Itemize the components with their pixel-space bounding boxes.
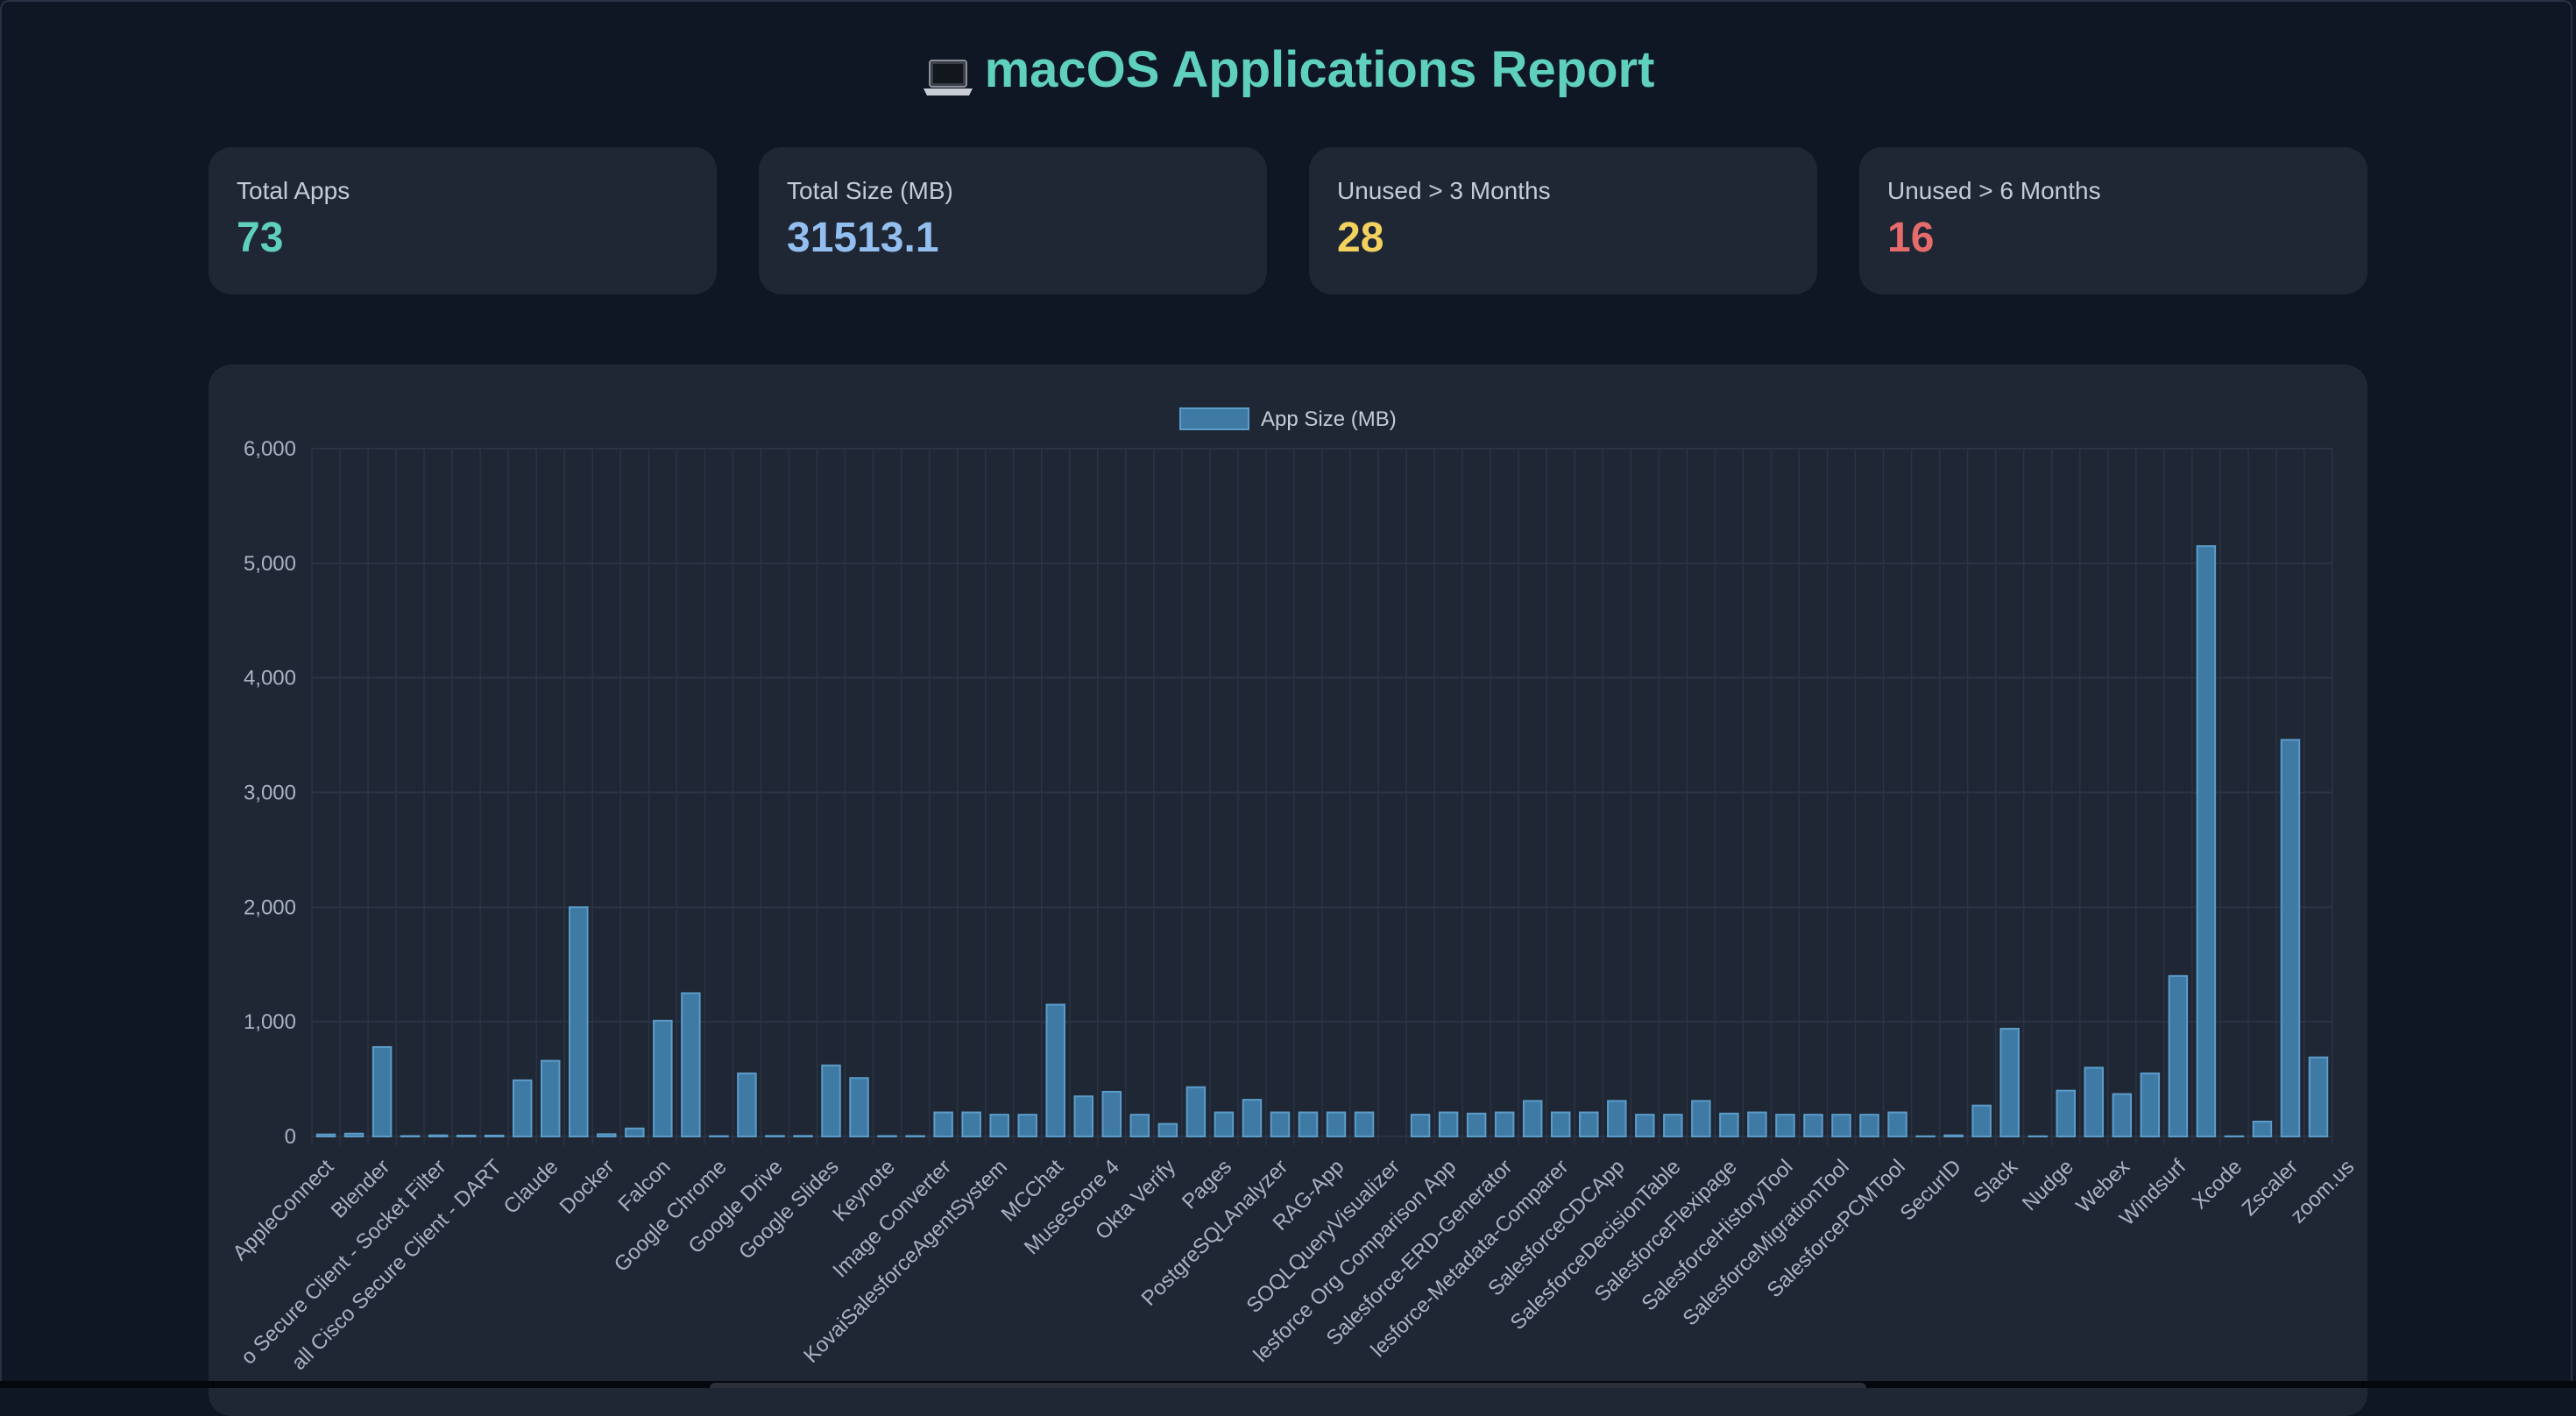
x-tick-label: SecurID: [1895, 1155, 1965, 1225]
stat-value: 16: [1887, 214, 2339, 262]
stat-label: Total Apps: [237, 177, 689, 205]
bar: [1748, 1113, 1766, 1136]
bar: [1832, 1115, 1850, 1136]
bar: [1412, 1115, 1429, 1136]
stat-card-unused-3-months: Unused > 3 Months 28: [1309, 147, 1817, 294]
page-title: macOS Applications Report: [0, 40, 2576, 99]
bar: [2169, 976, 2187, 1136]
bar: [1860, 1115, 1878, 1136]
y-tick-label: 3,000: [244, 782, 296, 805]
y-tick-label: 4,000: [244, 667, 296, 690]
bar: [1187, 1087, 1205, 1136]
bar: [2197, 546, 2215, 1136]
y-tick-label: 2,000: [244, 896, 296, 919]
bar: [1327, 1113, 1345, 1136]
stats-row: Total Apps 73 Total Size (MB) 31513.1 Un…: [209, 147, 2367, 294]
y-tick-label: 6,000: [244, 437, 296, 461]
stat-value: 28: [1337, 214, 1789, 262]
bar: [1608, 1101, 1625, 1136]
bar: [1103, 1092, 1121, 1136]
x-tick-label: Nudge: [2018, 1155, 2078, 1215]
x-tick-label: Google Slides: [734, 1155, 844, 1264]
bar: [570, 907, 587, 1136]
stat-value: 73: [237, 214, 689, 262]
bar: [1131, 1115, 1149, 1136]
bar: [1440, 1113, 1457, 1136]
bar: [626, 1129, 643, 1136]
stat-value: 31513.1: [787, 214, 1239, 262]
x-tick-label: Docker: [556, 1155, 619, 1219]
x-tick-label: KovaiSalesforceAgentSystem: [799, 1155, 1012, 1368]
y-tick-label: 5,000: [244, 552, 296, 576]
app-size-chart: App Size (MB) 0 1,000 2,000 3,000 4,000 5,000 6…: [209, 365, 2367, 1388]
bar: [1046, 1005, 1064, 1136]
bar: [682, 993, 699, 1136]
legend-swatch: [1180, 408, 1249, 429]
x-tick-label: AppleConnect: [229, 1155, 339, 1265]
bar: [850, 1078, 867, 1136]
bar: [738, 1073, 755, 1136]
x-tick-label: Slack: [1969, 1154, 2022, 1207]
bar: [990, 1115, 1008, 1136]
page-title-text: macOS Applications Report: [985, 40, 1655, 99]
bar: [598, 1134, 615, 1136]
stat-card-unused-6-months: Unused > 6 Months 16: [1859, 147, 2367, 294]
bar: [2113, 1094, 2131, 1136]
y-tick-label: 0: [285, 1125, 296, 1149]
bar: [962, 1113, 980, 1136]
bar: [2056, 1091, 2074, 1136]
bar: [1075, 1096, 1093, 1136]
bar: [1159, 1124, 1177, 1136]
bar: [1496, 1113, 1513, 1136]
stat-label: Unused > 3 Months: [1337, 177, 1789, 205]
bar: [1776, 1115, 1794, 1136]
bar: [2085, 1068, 2103, 1137]
bar: [1720, 1114, 1737, 1136]
bar: [1299, 1113, 1317, 1136]
bar: [2000, 1029, 2018, 1136]
x-tick-label: lesforce Org Comparison App: [1249, 1155, 1461, 1367]
bar: [934, 1113, 952, 1136]
stat-label: Total Size (MB): [787, 177, 1239, 205]
bar: [822, 1066, 839, 1136]
bar: [1355, 1113, 1373, 1136]
bottom-handle: [710, 1383, 1866, 1388]
bar: [541, 1061, 559, 1136]
bar: [317, 1135, 335, 1136]
bar: [2141, 1073, 2159, 1136]
bar: [2310, 1058, 2327, 1136]
bar: [654, 1021, 671, 1136]
bar: [2254, 1122, 2271, 1136]
bar: [513, 1080, 531, 1136]
bar: [1804, 1115, 1822, 1136]
stat-label: Unused > 6 Months: [1887, 177, 2339, 205]
bar: [1524, 1101, 1541, 1136]
bar: [1972, 1106, 1990, 1136]
y-tick-label: 1,000: [244, 1010, 296, 1034]
bar: [373, 1047, 391, 1136]
laptop-icon: [922, 51, 974, 89]
bar: [1468, 1114, 1485, 1136]
bar: [345, 1134, 363, 1136]
x-tick-label: Claude: [499, 1155, 563, 1219]
bar: [2282, 740, 2299, 1136]
bar: [1215, 1113, 1233, 1136]
chart-card: App Size (MB) 0 1,000 2,000 3,000 4,000 5,000 6…: [209, 365, 2367, 1416]
bar: [1636, 1115, 1653, 1136]
stat-card-total-apps: Total Apps 73: [209, 147, 717, 294]
bar: [1271, 1113, 1289, 1136]
bar: [1552, 1113, 1569, 1136]
bar: [1888, 1113, 1906, 1136]
bar: [1243, 1100, 1261, 1136]
bar: [1664, 1115, 1681, 1136]
stat-card-total-size: Total Size (MB) 31513.1: [759, 147, 1267, 294]
bar: [1580, 1113, 1597, 1136]
x-tick-label: o Secure Client - Socket Filter: [237, 1155, 451, 1370]
bar: [1692, 1101, 1709, 1136]
bar: [1018, 1115, 1036, 1136]
legend-label: App Size (MB): [1261, 407, 1397, 431]
